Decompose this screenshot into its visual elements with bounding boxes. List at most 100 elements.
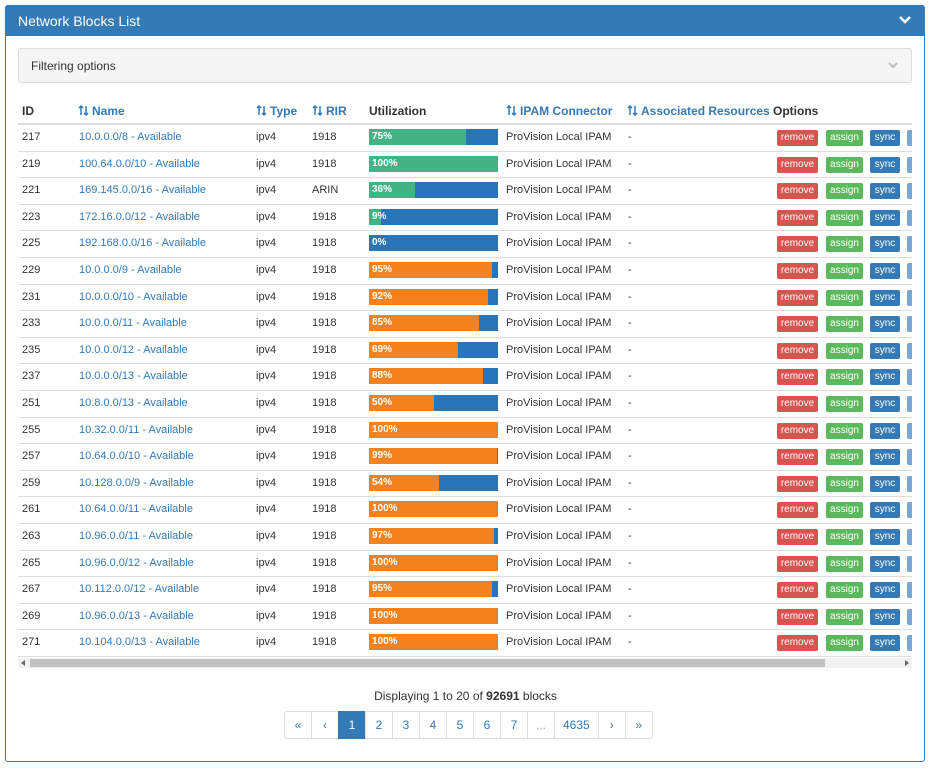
- action-button[interactable]: assign: [826, 130, 863, 146]
- action-button-clipped[interactable]: [907, 582, 912, 599]
- action-button-clipped[interactable]: [907, 236, 912, 253]
- action-button-clipped[interactable]: [907, 422, 912, 439]
- action-button[interactable]: sync: [870, 369, 900, 386]
- page-button[interactable]: 4: [419, 711, 447, 739]
- action-button[interactable]: assign: [826, 369, 863, 386]
- cell-name[interactable]: 10.64.0.0/10 - Available: [79, 450, 194, 463]
- action-button[interactable]: remove: [777, 422, 818, 439]
- page-button[interactable]: 7: [500, 711, 528, 739]
- cell-name[interactable]: 169.145.0.0/16 - Available: [79, 184, 207, 197]
- action-button[interactable]: assign: [826, 555, 863, 572]
- action-button-clipped[interactable]: [907, 289, 912, 306]
- cell-name[interactable]: 172.16.0.0/12 - Available: [79, 210, 200, 223]
- action-button[interactable]: sync: [870, 263, 900, 279]
- action-button[interactable]: assign: [826, 183, 863, 200]
- scroll-left[interactable]: [20, 659, 26, 667]
- scroll-right[interactable]: [904, 659, 910, 667]
- action-button[interactable]: assign: [826, 236, 863, 253]
- cell-name[interactable]: 10.0.0.0/10 - Available: [79, 290, 188, 303]
- action-button[interactable]: assign: [826, 582, 863, 599]
- cell-name[interactable]: 10.0.0.0/12 - Available: [79, 343, 188, 356]
- page-button[interactable]: 1: [338, 711, 366, 739]
- filter-box[interactable]: Filtering options: [18, 48, 912, 83]
- action-button[interactable]: assign: [826, 316, 863, 333]
- column-header[interactable]: Name: [78, 104, 125, 118]
- action-button[interactable]: remove: [777, 263, 818, 279]
- action-button[interactable]: sync: [870, 156, 900, 173]
- action-button[interactable]: remove: [777, 130, 818, 146]
- action-button-clipped[interactable]: [907, 316, 912, 333]
- column-header[interactable]: Type: [256, 104, 297, 118]
- action-button[interactable]: sync: [870, 316, 900, 333]
- action-button[interactable]: assign: [826, 289, 863, 306]
- cell-name[interactable]: 10.96.0.0/12 - Available: [79, 556, 194, 569]
- cell-name[interactable]: 10.128.0.0/9 - Available: [79, 476, 194, 489]
- cell-name[interactable]: 10.8.0.0/13 - Available: [79, 397, 188, 409]
- action-button-clipped[interactable]: [907, 608, 912, 625]
- action-button[interactable]: assign: [826, 396, 863, 412]
- action-button-clipped[interactable]: [907, 369, 912, 386]
- action-button[interactable]: assign: [826, 475, 863, 492]
- action-button[interactable]: assign: [826, 263, 863, 279]
- action-button[interactable]: remove: [777, 183, 818, 200]
- action-button[interactable]: assign: [826, 422, 863, 439]
- action-button[interactable]: sync: [870, 396, 900, 412]
- page-button[interactable]: ...: [527, 711, 555, 739]
- cell-name[interactable]: 10.112.0.0/12 - Available: [79, 583, 200, 596]
- cell-name[interactable]: 192.168.0.0/16 - Available: [79, 237, 207, 250]
- action-button[interactable]: assign: [826, 156, 863, 173]
- action-button[interactable]: sync: [870, 209, 900, 226]
- action-button-clipped[interactable]: [907, 635, 912, 652]
- page-button[interactable]: 4635: [554, 711, 599, 739]
- action-button[interactable]: sync: [870, 555, 900, 572]
- cell-name[interactable]: 10.104.0.0/13 - Available: [79, 636, 200, 649]
- action-button[interactable]: assign: [826, 635, 863, 652]
- action-button-clipped[interactable]: [907, 209, 912, 226]
- cell-name[interactable]: 10.64.0.0/11 - Available: [79, 503, 193, 516]
- action-button-clipped[interactable]: [907, 342, 912, 359]
- action-button[interactable]: remove: [777, 236, 818, 253]
- action-button-clipped[interactable]: [907, 555, 912, 572]
- action-button[interactable]: sync: [870, 422, 900, 439]
- cell-name[interactable]: 10.0.0.0/13 - Available: [79, 370, 188, 383]
- column-header[interactable]: IPAM Connector: [506, 104, 612, 118]
- cell-name[interactable]: 10.0.0.0/9 - Available: [79, 264, 182, 276]
- page-button[interactable]: 6: [473, 711, 501, 739]
- action-button[interactable]: remove: [777, 209, 818, 226]
- action-button[interactable]: sync: [870, 608, 900, 625]
- action-button-clipped[interactable]: [907, 183, 912, 200]
- action-button[interactable]: assign: [826, 209, 863, 226]
- page-button[interactable]: 3: [392, 711, 420, 739]
- cell-name[interactable]: 10.96.0.0/13 - Available: [79, 609, 194, 622]
- action-button[interactable]: remove: [777, 289, 818, 306]
- page-button[interactable]: 5: [446, 711, 474, 739]
- action-button[interactable]: remove: [777, 635, 818, 652]
- action-button[interactable]: sync: [870, 289, 900, 306]
- action-button[interactable]: remove: [777, 369, 818, 386]
- column-header[interactable]: Associated Resources: [627, 104, 770, 118]
- column-header[interactable]: RIR: [312, 104, 347, 118]
- action-button[interactable]: sync: [870, 183, 900, 200]
- action-button[interactable]: assign: [826, 529, 863, 545]
- action-button-clipped[interactable]: [907, 529, 912, 545]
- page-button[interactable]: ‹: [311, 711, 339, 739]
- scroll-thumb[interactable]: [30, 659, 825, 667]
- action-button[interactable]: sync: [870, 635, 900, 652]
- action-button[interactable]: sync: [870, 502, 900, 519]
- action-button[interactable]: assign: [826, 502, 863, 519]
- action-button[interactable]: remove: [777, 582, 818, 599]
- action-button[interactable]: remove: [777, 156, 818, 173]
- action-button-clipped[interactable]: [907, 156, 912, 173]
- scrollbar[interactable]: [18, 658, 912, 668]
- action-button[interactable]: remove: [777, 475, 818, 492]
- page-button[interactable]: «: [284, 711, 312, 739]
- page-button[interactable]: 2: [365, 711, 393, 739]
- page-button[interactable]: ›: [597, 711, 626, 739]
- action-button[interactable]: sync: [870, 449, 900, 466]
- action-button[interactable]: assign: [826, 608, 863, 625]
- action-button[interactable]: sync: [870, 582, 900, 599]
- action-button[interactable]: remove: [777, 316, 818, 333]
- action-button-clipped[interactable]: [907, 130, 912, 146]
- panel-header[interactable]: Network Blocks List: [5, 5, 925, 36]
- action-button-clipped[interactable]: [907, 475, 912, 492]
